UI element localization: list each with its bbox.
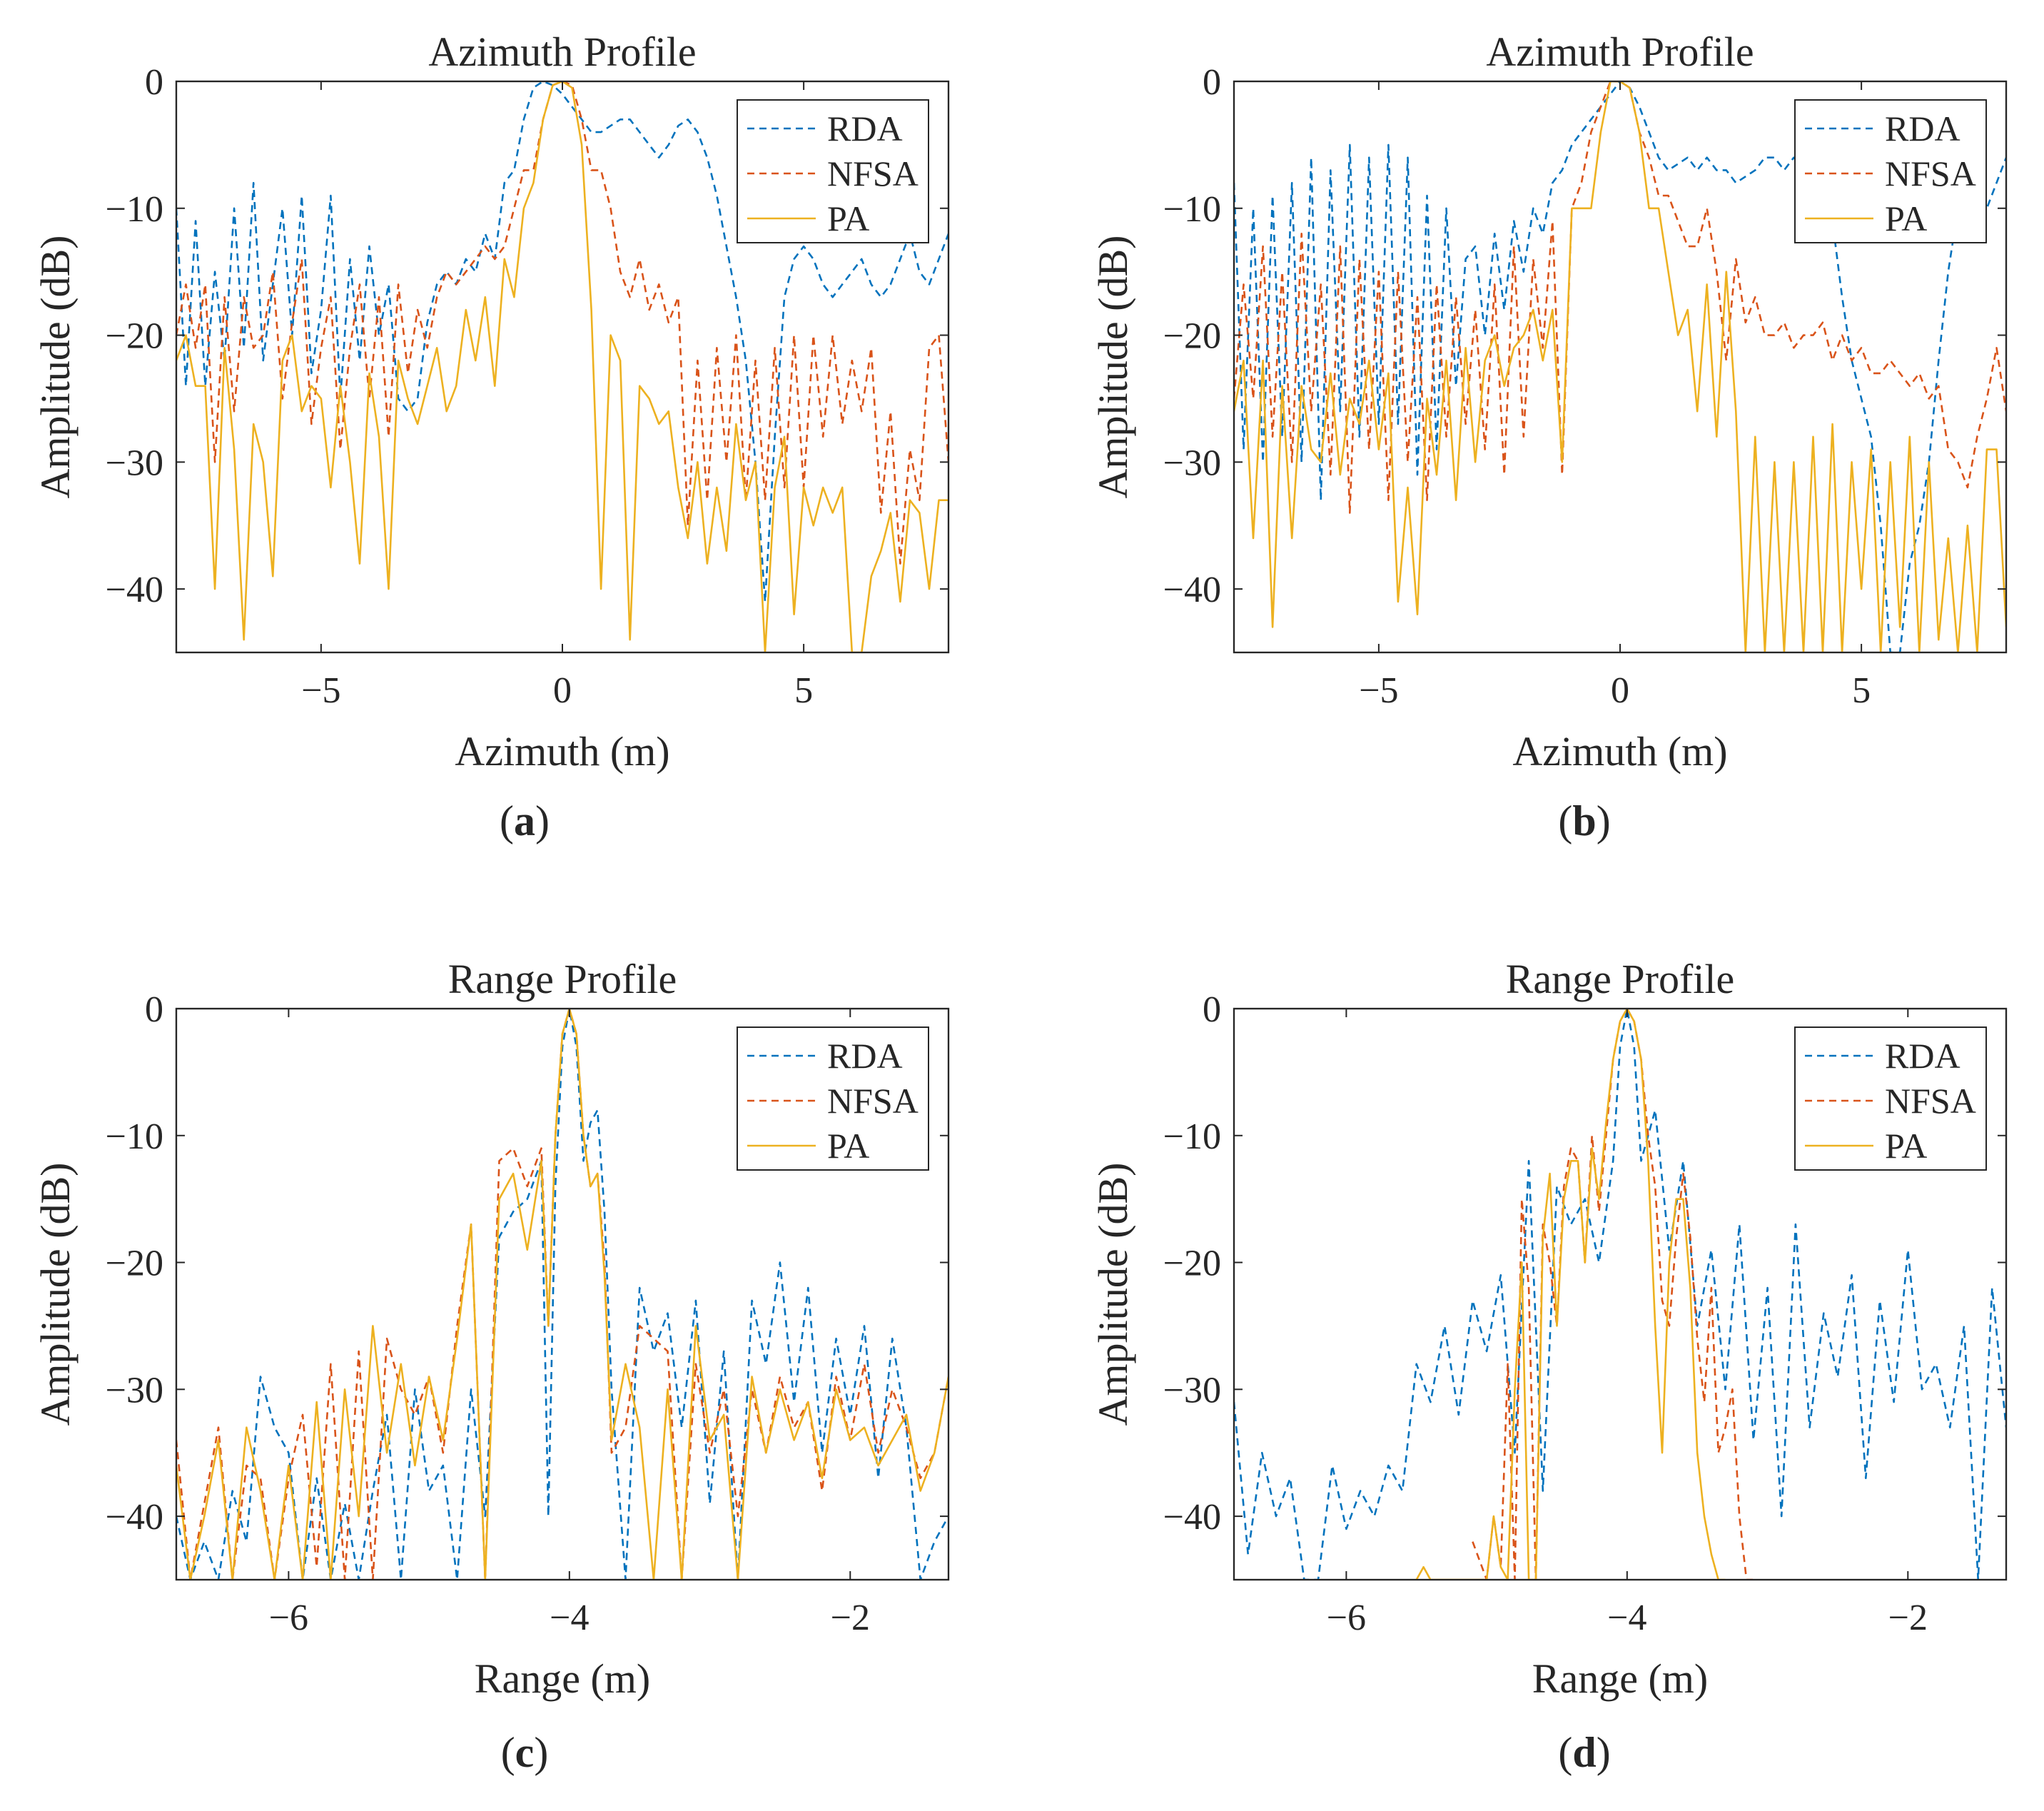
y-tick-label: −40	[1163, 570, 1221, 610]
panel-letter: a	[514, 797, 535, 844]
panel-letter: c	[515, 1729, 535, 1776]
legend-label-rda: RDA	[1885, 1036, 1960, 1076]
x-tick-label: −6	[269, 1598, 308, 1638]
y-tick-label: −10	[1163, 1116, 1221, 1157]
series-line-rda-a	[176, 81, 948, 603]
y-tick-label: −40	[106, 570, 163, 610]
plot-border-c	[175, 1007, 950, 1581]
chart-title: Range Profile	[1506, 956, 1735, 1002]
legend-label-pa: PA	[827, 1126, 869, 1166]
y-axis-label: Amplitude (dB)	[32, 236, 79, 499]
legend: RDA NFSA PA	[737, 1026, 929, 1171]
series-group-c	[176, 1009, 948, 1580]
x-tick-label: −2	[831, 1598, 870, 1638]
y-axis-label: Amplitude (dB)	[1090, 1163, 1136, 1426]
legend-label-pa: PA	[1885, 1126, 1927, 1166]
legend-label-nfsa: NFSA	[827, 1081, 919, 1121]
series-group-b	[1234, 81, 2006, 652]
x-axis-label: Azimuth (m)	[455, 728, 669, 775]
legend: RDA NFSA PA	[1794, 1026, 1987, 1171]
legend-label-nfsa: NFSA	[827, 153, 919, 193]
series-line-pa-c	[176, 1009, 948, 1580]
panel-caption: (a)	[500, 797, 550, 844]
y-tick-label: −40	[1163, 1497, 1221, 1538]
legend-label-nfsa: NFSA	[1885, 153, 1976, 193]
y-axis-label: Amplitude (dB)	[1090, 236, 1136, 499]
series-line-rda-b	[1234, 81, 2006, 652]
series-line-pa-b	[1234, 81, 2006, 652]
y-tick-label: −10	[106, 1116, 163, 1157]
y-tick-label: −30	[106, 1370, 163, 1411]
chart-title: Range Profile	[448, 956, 677, 1002]
x-tick-label: −5	[1359, 670, 1398, 711]
series-line-rda-c	[176, 1009, 948, 1580]
x-tick-label: 0	[1611, 670, 1629, 711]
series-line-rda-d	[1234, 1009, 2006, 1580]
legend-label-pa: PA	[1885, 198, 1927, 238]
legend-label-rda: RDA	[827, 109, 903, 148]
x-axis-label: Range (m)	[475, 1655, 650, 1702]
y-tick-label: −20	[106, 316, 163, 357]
y-axis-label: Amplitude (dB)	[32, 1163, 79, 1426]
x-tick-label: 5	[794, 670, 813, 711]
legend-label-nfsa: NFSA	[1885, 1081, 1976, 1121]
y-tick-label: −30	[106, 443, 163, 483]
y-tick-label: −20	[1163, 316, 1221, 357]
y-tick-label: −20	[106, 1244, 163, 1284]
panel-letter: d	[1572, 1729, 1596, 1776]
x-tick-label: 5	[1852, 670, 1871, 711]
panel-caption: (d)	[1558, 1729, 1610, 1776]
y-tick-label: 0	[145, 62, 163, 103]
legend-label-rda: RDA	[1885, 109, 1960, 148]
y-tick-label: −20	[1163, 1244, 1221, 1284]
series-group-a	[176, 81, 948, 652]
chart-title: Azimuth Profile	[428, 29, 696, 75]
legend-label-pa: PA	[827, 198, 869, 238]
x-tick-label: 0	[553, 670, 572, 711]
y-tick-label: −10	[1163, 189, 1221, 230]
x-tick-label: −4	[1607, 1598, 1646, 1638]
x-tick-label: −2	[1888, 1598, 1928, 1638]
series-line-nfsa-b	[1234, 81, 2006, 514]
chart-panel-a: −5 0 5 0 −10 −20 −30 −40 Azimuth Profile Azimuth …	[32, 29, 950, 844]
y-tick-label: −40	[106, 1497, 163, 1538]
y-tick-label: 0	[1203, 62, 1221, 103]
legend-label-rda: RDA	[827, 1036, 903, 1076]
panel-caption: (c)	[501, 1729, 549, 1776]
series-group-d	[1234, 1009, 2006, 1580]
y-tick-label: −10	[106, 189, 163, 230]
y-tick-label: 0	[1203, 989, 1221, 1030]
legend: RDA NFSA PA	[1794, 99, 1987, 243]
chart-panel-b: −5 0 5 0 −10 −20 −30 −40 Azimuth Profile Azimuth …	[1090, 29, 2008, 844]
x-tick-label: −4	[550, 1598, 589, 1638]
y-tick-label: −30	[1163, 1370, 1221, 1411]
y-tick-label: −30	[1163, 443, 1221, 483]
series-line-pa-d	[1415, 1009, 1726, 1580]
series-line-pa-a	[176, 81, 948, 652]
x-axis-label: Azimuth (m)	[1512, 728, 1727, 775]
x-tick-label: −6	[1327, 1598, 1366, 1638]
x-axis-label: Range (m)	[1532, 1655, 1708, 1702]
series-line-nfsa-a	[176, 81, 948, 565]
y-tick-label: 0	[145, 989, 163, 1030]
panel-caption: (b)	[1558, 797, 1610, 844]
panel-letter: b	[1572, 797, 1596, 844]
plot-border-d	[1233, 1007, 2008, 1581]
x-tick-label: −5	[301, 670, 340, 711]
chart-title: Azimuth Profile	[1486, 29, 1754, 75]
legend: RDA NFSA PA	[737, 99, 929, 243]
